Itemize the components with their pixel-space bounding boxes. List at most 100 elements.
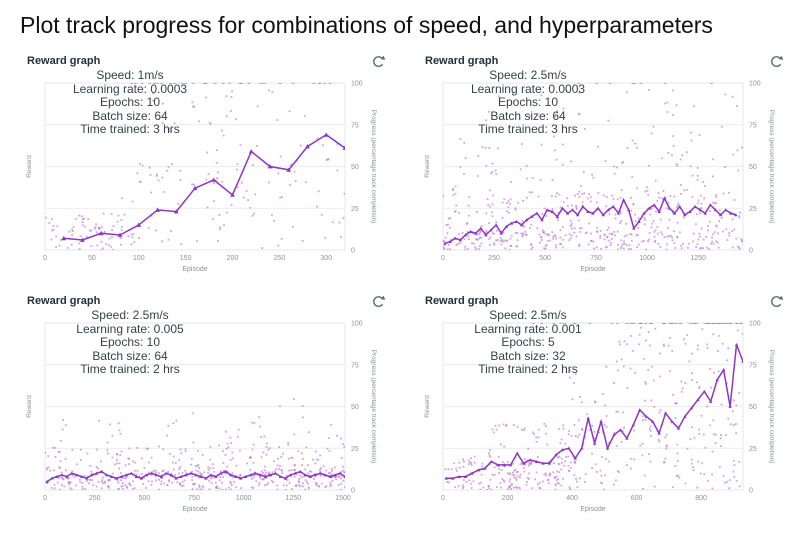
- scatter-point: [488, 487, 491, 490]
- scatter-point: [223, 224, 225, 227]
- scatter-point: [285, 488, 287, 490]
- scatter-point: [230, 484, 233, 487]
- scatter-point: [667, 152, 670, 154]
- scatter-point: [592, 240, 595, 243]
- scatter-point: [452, 189, 455, 192]
- x-tick-label: 1500: [335, 495, 351, 502]
- scatter-point: [103, 231, 106, 233]
- scatter-point: [342, 469, 344, 472]
- refresh-button[interactable]: [769, 54, 784, 69]
- scatter-point: [736, 105, 738, 108]
- scatter-point: [662, 343, 665, 346]
- scatter-point: [633, 458, 636, 461]
- scatter-point: [526, 477, 529, 479]
- line-marker: [298, 469, 302, 473]
- scatter-point: [191, 183, 193, 186]
- scatter-point: [659, 246, 662, 248]
- scatter-point: [691, 174, 694, 177]
- scatter-point: [258, 482, 261, 485]
- line-marker: [288, 473, 293, 477]
- scatter-point: [523, 457, 526, 460]
- scatter-point-100: [559, 323, 563, 324]
- line-marker: [534, 459, 539, 463]
- scatter-point: [458, 466, 461, 469]
- scatter-point: [564, 460, 567, 463]
- x-tick-label: 1250: [690, 255, 706, 262]
- scatter-point: [615, 444, 618, 447]
- scatter-point: [696, 348, 699, 351]
- scatter-point: [250, 486, 253, 489]
- scatter-point: [614, 217, 617, 220]
- refresh-button[interactable]: [371, 294, 386, 309]
- scatter-point: [646, 186, 648, 189]
- scatter-point: [279, 465, 281, 468]
- line-marker: [596, 206, 600, 210]
- scatter-point: [493, 466, 496, 469]
- line-marker: [683, 213, 687, 217]
- scatter-point: [698, 134, 701, 136]
- line-marker: [601, 213, 605, 217]
- scatter-point: [343, 445, 345, 448]
- scatter-point: [62, 478, 65, 481]
- scatter-point: [258, 476, 261, 479]
- scatter-point: [732, 470, 735, 473]
- scatter-point: [216, 149, 218, 152]
- scatter-point: [502, 240, 504, 243]
- scatter-point: [480, 242, 483, 245]
- scatter-point: [147, 461, 150, 464]
- scatter-point: [230, 110, 232, 112]
- scatter-point: [293, 475, 296, 478]
- scatter-point: [712, 233, 714, 236]
- scatter-point: [81, 215, 83, 218]
- scatter-point: [575, 208, 578, 210]
- scatter-point: [200, 488, 203, 490]
- scatter-point-100: [240, 83, 244, 84]
- scatter-point: [198, 467, 201, 469]
- scatter-point: [544, 425, 547, 428]
- scatter-point: [593, 247, 595, 250]
- scatter-point: [290, 469, 293, 472]
- scatter-point: [488, 146, 491, 149]
- scatter-point: [334, 476, 336, 478]
- scatter-point: [659, 409, 662, 412]
- scatter-point: [256, 105, 259, 108]
- scatter-point: [691, 426, 693, 429]
- line-marker: [104, 473, 109, 477]
- scatter-point: [215, 161, 218, 164]
- scatter-point-100: [650, 323, 654, 324]
- scatter-point: [102, 212, 105, 215]
- scatter-point: [71, 470, 74, 473]
- scatter-point: [305, 446, 308, 449]
- scatter-point: [167, 166, 170, 169]
- line-marker: [672, 211, 677, 215]
- scatter-point: [702, 433, 705, 436]
- scatter-point: [229, 482, 232, 484]
- scatter-point: [600, 482, 603, 484]
- scatter-point: [659, 231, 662, 234]
- scatter-point: [581, 193, 584, 195]
- scatter-point: [737, 169, 740, 172]
- scatter-point: [741, 146, 743, 149]
- refresh-button[interactable]: [371, 54, 386, 69]
- y-right-axis-label: Progress (percentage track completion): [370, 110, 377, 224]
- scatter-point: [658, 440, 661, 443]
- scatter-point: [447, 468, 450, 471]
- scatter-point: [241, 181, 243, 184]
- x-tick-label: 1000: [236, 495, 252, 502]
- scatter-point: [328, 450, 331, 452]
- scatter-point: [280, 455, 283, 458]
- scatter-point: [732, 459, 735, 462]
- scatter-point: [529, 463, 532, 466]
- scatter-point: [329, 481, 332, 484]
- scatter-point: [676, 452, 679, 455]
- scatter-point: [584, 436, 587, 438]
- scatter-point: [610, 232, 613, 235]
- scatter-point: [626, 343, 629, 346]
- scatter-point: [738, 391, 741, 394]
- scatter-point: [527, 477, 530, 480]
- scatter-point: [168, 130, 171, 133]
- scatter-point: [696, 243, 699, 246]
- scatter-point: [562, 427, 565, 430]
- scatter-point: [509, 237, 512, 240]
- refresh-button[interactable]: [769, 294, 784, 309]
